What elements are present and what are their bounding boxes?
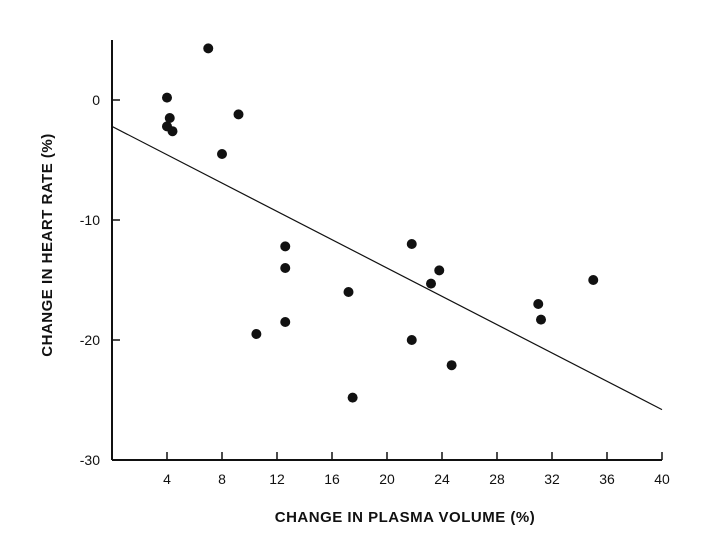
data-point [536, 314, 546, 325]
x-tick-label: 36 [599, 471, 615, 487]
data-point [533, 299, 544, 309]
x-tick-label: 32 [544, 471, 560, 487]
x-tick-label: 20 [379, 471, 395, 487]
data-point [164, 113, 175, 123]
data-point [434, 265, 445, 276]
data-point [162, 92, 172, 103]
data-point [406, 335, 417, 345]
data-point [406, 239, 417, 249]
data-point [233, 109, 244, 120]
data-point [280, 317, 291, 327]
x-tick-label: 40 [654, 471, 670, 487]
axis-ticks [112, 99, 663, 461]
data-point [588, 275, 599, 285]
data-point [280, 241, 291, 252]
x-tick-label: 24 [434, 471, 450, 487]
data-point [343, 287, 354, 297]
data-points [162, 43, 599, 403]
y-tick-label: -30 [80, 452, 100, 468]
data-point [251, 329, 262, 339]
data-point [217, 149, 227, 159]
data-point [167, 126, 178, 137]
data-point [280, 263, 291, 273]
y-tick-label: -10 [80, 212, 100, 228]
y-tick-label: 0 [92, 92, 100, 108]
regression-line [111, 125, 663, 411]
data-point [426, 278, 436, 289]
axis-tick-labels: 4 8 12 16 20 24 28 32 36 40 0 -10 -20 -30 [80, 92, 670, 487]
x-tick-label: 16 [324, 471, 340, 487]
data-point [446, 360, 457, 371]
x-tick-label: 4 [163, 471, 171, 487]
x-tick-label: 12 [269, 471, 285, 487]
data-point [203, 43, 214, 54]
x-axis-label: CHANGE IN PLASMA VOLUME (%) [275, 509, 535, 526]
y-axis-label: CHANGE IN HEART RATE (%) [39, 133, 56, 356]
y-tick-label: -20 [80, 332, 100, 348]
x-tick-label: 8 [218, 471, 226, 487]
x-tick-label: 28 [489, 471, 505, 487]
data-point [347, 392, 358, 403]
